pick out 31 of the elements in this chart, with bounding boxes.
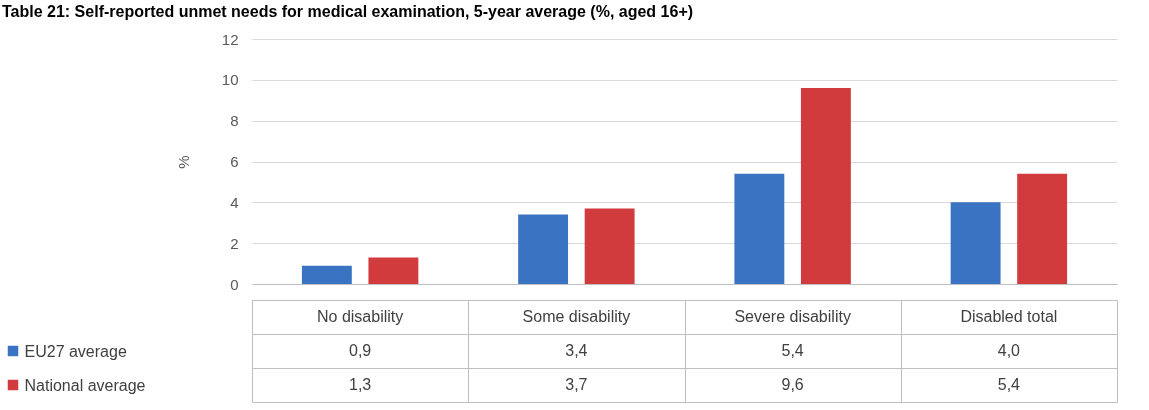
y-tick-label: 0 bbox=[230, 275, 239, 293]
bar bbox=[800, 88, 851, 284]
y-tick-label: 10 bbox=[221, 71, 239, 89]
y-tick-label: 12 bbox=[221, 30, 239, 48]
legend-label: EU27 average bbox=[24, 342, 127, 360]
data-label: 1,3 bbox=[349, 376, 372, 393]
bar bbox=[584, 208, 635, 284]
chart-title: Table 21: Self-reported unmet needs for medical examination, 5-year average (%, aged 16+) bbox=[2, 3, 694, 20]
y-tick-label: 8 bbox=[230, 112, 239, 130]
x-tick-label: Severe disability bbox=[734, 308, 851, 325]
data-label: 3,4 bbox=[565, 342, 588, 359]
y-tick-label: 2 bbox=[230, 234, 239, 252]
data-label: 5,4 bbox=[781, 342, 804, 359]
bar bbox=[518, 214, 569, 284]
data-label: 5,4 bbox=[997, 376, 1021, 393]
bar bbox=[734, 173, 785, 284]
y-axis-title: % bbox=[174, 155, 192, 169]
x-tick-label: Disabled total bbox=[960, 308, 1058, 325]
data-label: 4,0 bbox=[997, 342, 1021, 359]
data-label: 0,9 bbox=[349, 342, 372, 359]
y-tick-label: 6 bbox=[230, 153, 239, 170]
y-tick-label: 4 bbox=[230, 193, 239, 211]
bar bbox=[950, 202, 1001, 284]
legend-label: National average bbox=[24, 376, 146, 394]
bar bbox=[368, 257, 419, 284]
x-tick-label: No disability bbox=[316, 308, 404, 325]
bar bbox=[301, 265, 352, 284]
data-label: 3,7 bbox=[565, 376, 588, 393]
x-tick-label: Some disability bbox=[522, 308, 631, 325]
data-label: 9,6 bbox=[781, 376, 804, 393]
bar bbox=[1017, 173, 1068, 284]
